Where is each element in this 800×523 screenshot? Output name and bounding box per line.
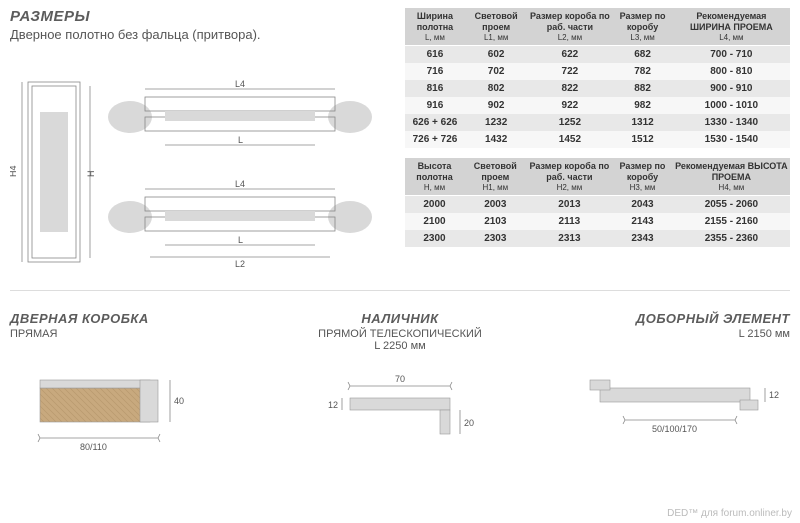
svg-text:50/100/170: 50/100/170 — [652, 424, 697, 434]
cell: 2355 - 2360 — [673, 230, 790, 247]
cell: 2313 — [527, 230, 613, 247]
cell: 2143 — [612, 213, 673, 230]
casing-profile: 70 12 20 — [280, 370, 520, 460]
table-row: 20002003201320432055 - 2060 — [405, 196, 790, 214]
watermark: DED™ для forum.onliner.by — [667, 508, 792, 519]
cell: 622 — [527, 46, 612, 64]
frame-title: ДВЕРНАЯ КОРОБКА — [10, 311, 250, 326]
table-row: 21002103211321432155 - 2160 — [405, 213, 790, 230]
table-row: 716702722782800 - 810 — [405, 63, 790, 80]
cell: 902 — [465, 97, 527, 114]
cell: 822 — [527, 80, 612, 97]
cell: 2303 — [464, 230, 527, 247]
svg-text:20: 20 — [464, 418, 474, 428]
cross-section-diagram: H4 H L4 L — [10, 52, 380, 282]
table-row: 726 + 7261432145215121530 - 1540 — [405, 131, 790, 148]
cell: 2055 - 2060 — [673, 196, 790, 214]
cell: 800 - 810 — [673, 63, 790, 80]
svg-text:L4: L4 — [235, 79, 245, 89]
table-row: 816802822882900 - 910 — [405, 80, 790, 97]
svg-text:40: 40 — [174, 396, 184, 406]
cell: 1330 - 1340 — [673, 114, 790, 131]
col-header: Рекомендуемая ВЫСОТА ПРОЕМАH4, мм — [673, 158, 790, 196]
col-header: Рекомендуемая ШИРИНА ПРОЕМАL4, мм — [673, 8, 790, 46]
casing-len: L 2250 мм — [280, 340, 520, 352]
cell: 2343 — [612, 230, 673, 247]
casing-title: НАЛИЧНИК — [280, 311, 520, 326]
table-row: 9169029229821000 - 1010 — [405, 97, 790, 114]
col-header: Высота полотнаH, мм — [405, 158, 464, 196]
frame-sub: ПРЯМАЯ — [10, 328, 250, 340]
width-table: Ширина полотнаL, ммСветовой проемL1, ммР… — [405, 8, 790, 148]
cell: 1232 — [465, 114, 527, 131]
cell: 882 — [612, 80, 672, 97]
col-header: Световой проемL1, мм — [465, 8, 527, 46]
cell: 816 — [405, 80, 465, 97]
frame-profile: 40 80/110 — [10, 358, 250, 448]
sizes-title: РАЗМЕРЫ — [10, 8, 405, 25]
cell: 2300 — [405, 230, 464, 247]
table-row: 626 + 6261232125213121330 - 1340 — [405, 114, 790, 131]
ext-profile: 12 50/100/170 — [550, 358, 790, 448]
svg-text:H4: H4 — [10, 165, 18, 177]
cell: 700 - 710 — [673, 46, 790, 64]
svg-text:L4: L4 — [235, 179, 245, 189]
cell: 2103 — [464, 213, 527, 230]
cell: 2113 — [527, 213, 613, 230]
table-row: 23002303231323432355 - 2360 — [405, 230, 790, 247]
svg-text:12: 12 — [769, 390, 779, 400]
cell: 616 — [405, 46, 465, 64]
cell: 602 — [465, 46, 527, 64]
casing-sub: ПРЯМОЙ ТЕЛЕСКОПИЧЕСКИЙ — [280, 328, 520, 340]
col-header: Размер по коробуL3, мм — [612, 8, 672, 46]
svg-text:12: 12 — [328, 400, 338, 410]
sizes-subtitle: Дверное полотно без фальца (притвора). — [10, 27, 405, 42]
col-header: Ширина полотнаL, мм — [405, 8, 465, 46]
cell: 1312 — [612, 114, 672, 131]
svg-text:L: L — [238, 135, 243, 145]
cell: 2155 - 2160 — [673, 213, 790, 230]
svg-text:70: 70 — [395, 374, 405, 384]
cell: 726 + 726 — [405, 131, 465, 148]
cell: 2013 — [527, 196, 613, 214]
svg-text:80/110: 80/110 — [80, 442, 107, 452]
cell: 2000 — [405, 196, 464, 214]
height-table: Высота полотнаH, ммСветовой проемH1, ммР… — [405, 158, 790, 247]
cell: 716 — [405, 63, 465, 80]
cell: 982 — [612, 97, 672, 114]
cell: 916 — [405, 97, 465, 114]
col-header: Размер по коробуH3, мм — [612, 158, 673, 196]
cell: 1000 - 1010 — [673, 97, 790, 114]
cell: 782 — [612, 63, 672, 80]
cell: 922 — [527, 97, 612, 114]
cell: 1252 — [527, 114, 612, 131]
col-header: Размер короба по раб. частиH2, мм — [527, 158, 613, 196]
cell: 1512 — [612, 131, 672, 148]
cell: 626 + 626 — [405, 114, 465, 131]
cell: 900 - 910 — [673, 80, 790, 97]
cell: 1452 — [527, 131, 612, 148]
svg-text:L2: L2 — [235, 259, 245, 269]
ext-len: L 2150 мм — [550, 328, 790, 340]
cell: 1530 - 1540 — [673, 131, 790, 148]
col-header: Световой проемH1, мм — [464, 158, 527, 196]
cell: 1432 — [465, 131, 527, 148]
ext-title: ДОБОРНЫЙ ЭЛЕМЕНТ — [550, 311, 790, 326]
svg-text:H: H — [86, 171, 96, 178]
table-row: 616602622682700 - 710 — [405, 46, 790, 64]
svg-text:L: L — [238, 235, 243, 245]
col-header: Размер короба по раб. частиL2, мм — [527, 8, 612, 46]
cell: 2100 — [405, 213, 464, 230]
cell: 702 — [465, 63, 527, 80]
cell: 2003 — [464, 196, 527, 214]
cell: 682 — [612, 46, 672, 64]
cell: 2043 — [612, 196, 673, 214]
cell: 802 — [465, 80, 527, 97]
cell: 722 — [527, 63, 612, 80]
